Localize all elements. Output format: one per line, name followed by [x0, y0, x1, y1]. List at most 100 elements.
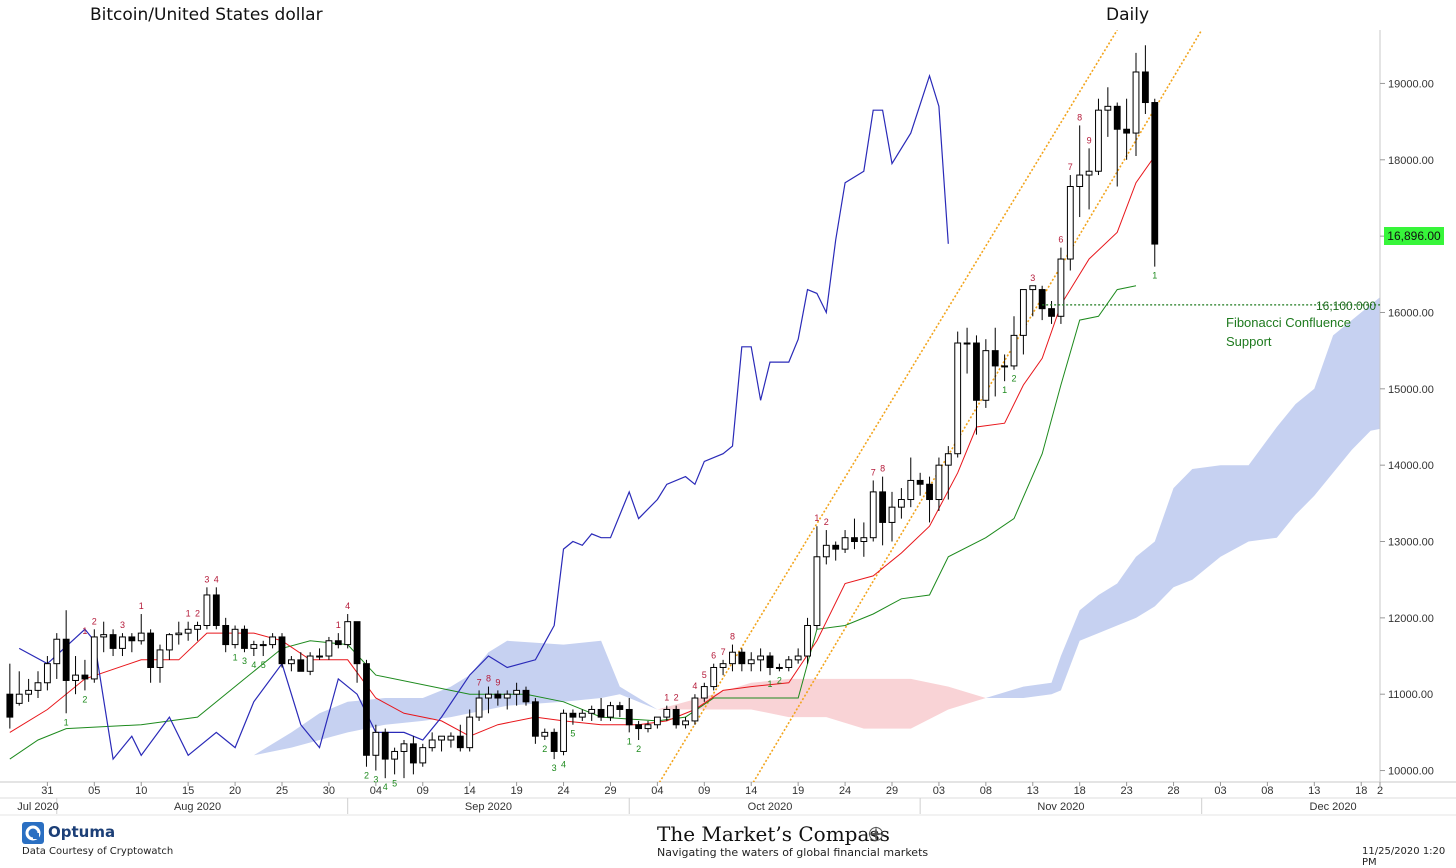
candle-2020-09-29: [607, 701, 614, 721]
candle-body: [259, 644, 267, 647]
candle-body: [926, 483, 933, 501]
y-tick-label: 13000.00: [1388, 537, 1434, 549]
candle-2020-07-30: [34, 671, 42, 699]
candle-2020-08-22: [250, 640, 258, 657]
candle-body: [907, 479, 915, 501]
candle-body: [719, 663, 727, 668]
count-label: 1: [186, 609, 191, 619]
candle-body: [653, 716, 661, 726]
count-label: 1: [664, 693, 669, 703]
candle-body: [128, 636, 136, 642]
candle-2020-09-10: [428, 732, 436, 752]
candle-body: [832, 544, 840, 550]
candle-body: [1057, 258, 1065, 317]
count-label: 7: [477, 677, 482, 687]
candle-2020-09-15: [475, 690, 483, 721]
candle-2020-10-10: [710, 663, 718, 691]
candle-body: [682, 720, 689, 726]
chart-period: Daily: [1106, 5, 1150, 25]
candle-body: [973, 342, 980, 401]
x-tick-label: 28: [1167, 785, 1179, 797]
candle-body: [531, 701, 539, 737]
candle-body: [710, 666, 718, 688]
x-tick-label: 31: [41, 785, 53, 797]
candle-2020-10-11: [719, 659, 727, 676]
candle-2020-09-18: [503, 690, 511, 710]
candle-body: [43, 663, 51, 684]
count-label: 8: [880, 464, 885, 474]
candle-2020-10-19: [794, 648, 802, 664]
x-tick-label: 10: [135, 785, 147, 797]
candle-2020-11-18: [1076, 125, 1084, 218]
candle-2020-10-12: [729, 644, 736, 672]
x-tick-label: 25: [276, 785, 288, 797]
candle-body: [522, 689, 530, 703]
candle-2020-10-21: [813, 526, 821, 630]
x-tick-label: 30: [323, 785, 335, 797]
candle-2020-10-17: [775, 663, 783, 672]
candle-2020-10-22: [822, 530, 830, 565]
candle-body: [119, 636, 126, 649]
candle-2020-11-01: [916, 472, 924, 496]
candle-body: [1038, 289, 1046, 310]
x-tick-label: 14: [464, 785, 476, 797]
candle-body: [194, 624, 201, 630]
candle-2020-10-04: [653, 716, 661, 729]
candle-body: [325, 640, 333, 657]
candle-2020-10-28: [879, 476, 887, 546]
optuma-logo-text: Optuma: [48, 823, 116, 841]
x-tick-label: 05: [88, 785, 100, 797]
candle-2020-09-24: [560, 709, 567, 756]
candle-body: [747, 659, 755, 665]
count-label: 2: [777, 675, 782, 685]
candle-body: [804, 624, 811, 657]
comparison-line: [18, 73, 949, 761]
candle-body: [241, 628, 248, 649]
candle-body: [560, 712, 567, 752]
candle-2020-10-31: [907, 457, 915, 508]
x-tick-label: 13: [1308, 785, 1320, 797]
candle-body: [269, 636, 277, 646]
candle-body: [860, 537, 868, 543]
candle-body: [306, 655, 314, 672]
candle-body: [738, 651, 746, 665]
x-tick-label: 20: [229, 785, 241, 797]
candle-body: [466, 716, 474, 749]
candle-2020-10-03: [644, 720, 652, 733]
count-label: 6: [1058, 235, 1063, 245]
candle-2020-09-16: [485, 686, 492, 714]
candle-2020-11-23: [1123, 98, 1131, 160]
candle-2020-08-01: [53, 633, 61, 679]
candle-2020-09-25: [569, 709, 577, 725]
x-tick-label: 15: [182, 785, 194, 797]
x-tick-label: 24: [839, 785, 851, 797]
candle-2020-08-09: [128, 633, 136, 653]
candle-2020-09-03: [363, 659, 370, 767]
candle-body: [363, 663, 370, 756]
candle-body: [297, 659, 305, 672]
candle-2020-09-01: [344, 614, 352, 649]
candle-body: [982, 350, 990, 401]
x-tick-label: 23: [1120, 785, 1132, 797]
candle-2020-08-29: [316, 648, 323, 660]
candle-2020-10-23: [832, 541, 840, 561]
candle-body: [62, 638, 70, 681]
candle-2020-09-05: [381, 728, 389, 779]
candle-2020-10-09: [700, 682, 708, 702]
x-tick-label: 03: [933, 785, 945, 797]
candle-2020-08-19: [222, 617, 230, 653]
candle-2020-10-20: [804, 617, 811, 664]
candle-body: [1066, 186, 1074, 260]
candle-body: [954, 342, 962, 455]
candle-2020-11-05: [954, 331, 962, 458]
candle-body: [1001, 365, 1009, 368]
candle-2020-08-02: [62, 610, 70, 714]
candle-2020-11-20: [1095, 98, 1102, 176]
candle-body: [90, 636, 98, 680]
candle-body: [729, 651, 736, 665]
count-label: 2: [92, 616, 97, 626]
count-label: 2: [824, 517, 829, 527]
candle-2020-11-21: [1104, 87, 1112, 137]
candle-2020-10-01: [625, 698, 633, 733]
candle-2020-10-26: [860, 522, 868, 557]
